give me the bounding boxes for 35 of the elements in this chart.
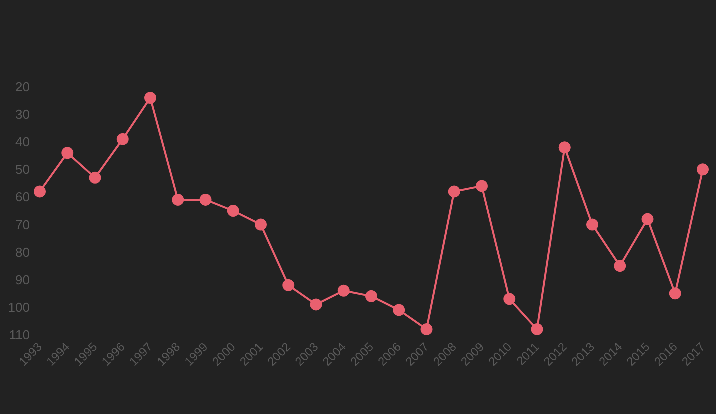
y-tick-label: 70 (16, 217, 30, 232)
y-tick-label: 100 (8, 300, 30, 315)
point (200, 194, 212, 206)
point (255, 218, 267, 231)
point (282, 279, 295, 292)
y-tick-label: 40 (16, 134, 30, 150)
y-tick-label: 30 (16, 107, 30, 122)
y-tick-label: 90 (16, 272, 30, 288)
point (172, 194, 184, 206)
point (338, 284, 350, 297)
y-tick-label: 60 (16, 190, 30, 205)
point (531, 323, 544, 336)
point (669, 288, 682, 300)
point (642, 213, 654, 226)
y-tick-label: 110 (9, 328, 30, 342)
y-tick-label: 80 (16, 244, 30, 260)
point (89, 172, 102, 184)
point (34, 186, 46, 198)
point (504, 293, 516, 306)
point (586, 218, 598, 231)
point (144, 92, 156, 104)
y-tick-label: 20 (16, 80, 30, 94)
point (62, 147, 74, 160)
point (558, 142, 571, 154)
point (420, 323, 433, 336)
point (448, 186, 460, 198)
y-tick-label: 50 (16, 162, 30, 178)
point (697, 164, 709, 176)
point (227, 205, 240, 217)
point (366, 290, 378, 302)
point (310, 298, 322, 311)
point (116, 133, 129, 146)
point (614, 260, 626, 272)
point (476, 180, 488, 192)
point (393, 304, 406, 316)
